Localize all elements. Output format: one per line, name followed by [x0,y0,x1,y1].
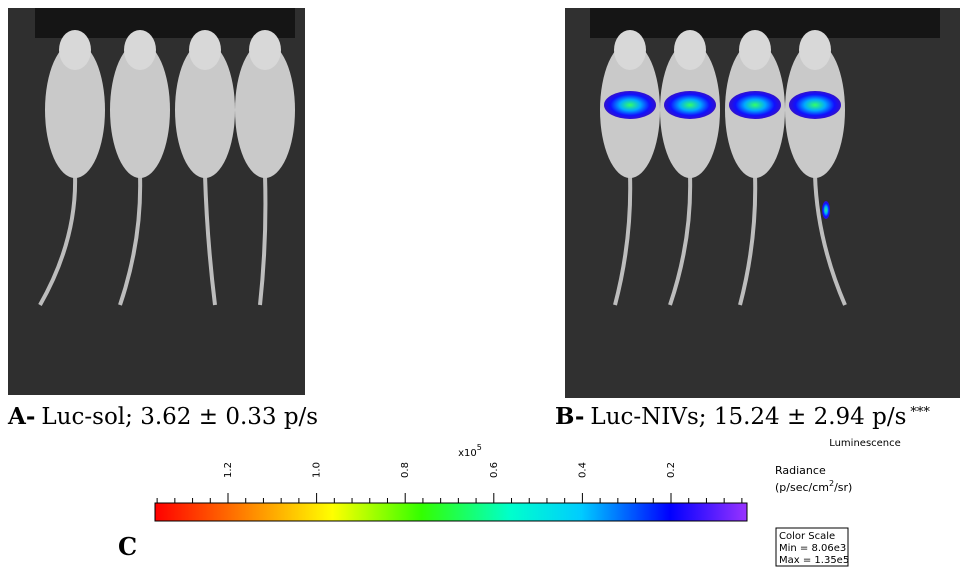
color-bar-ticks: 1.2 1.0 0.8 0.6 0.4 0.2 [157,462,742,503]
unit-label: Radiance [775,464,826,477]
mouse-head [124,30,156,70]
color-bar [155,503,747,521]
mouse-head [739,30,771,70]
unit-end: /sr) [834,481,852,494]
mouse-head [189,30,221,70]
panel-letter: B- [555,403,584,430]
holder-b [590,8,940,38]
mouse-head [614,30,646,70]
signal [729,91,781,119]
multiplier: x105 [458,443,482,459]
caption: Luc-sol; 3.62 ± 0.33 p/s [41,404,318,430]
mouse-head [249,30,281,70]
panel-a-caption: A-Luc-sol; 3.62 ± 0.33 p/s [7,403,318,430]
unit: (p/sec/cm2/sr) [775,479,852,494]
box-min: Min = 8.06e3 [779,543,846,554]
signal [789,91,841,119]
tick-label: 1.0 [312,462,323,478]
mouse-head [674,30,706,70]
tick-label: 0.4 [577,462,588,478]
signal [604,91,656,119]
significance: *** [910,405,930,420]
scale-title: Luminescence [829,438,901,449]
tick-label: 0.6 [489,462,500,478]
panel-b-caption: B-Luc-NIVs; 15.24 ± 2.94 p/s *** [555,403,930,430]
caption: Luc-NIVs; 15.24 ± 2.94 p/s [590,404,906,430]
mouse-head [59,30,91,70]
tick-label: 0.8 [400,462,411,478]
page: A-Luc-sol; 3.62 ± 0.33 p/s B-Luc-NIVs; 1… [0,0,975,567]
panel-letter: A- [7,403,35,430]
multiplier-base: x10 [458,448,477,459]
tick-label: 1.2 [223,462,234,478]
mouse-head [799,30,831,70]
box-max: Max = 1.35e5 [779,555,849,566]
signal [822,201,830,219]
multiplier-exponent: 5 [477,443,482,452]
panel-c-label: C [118,532,137,561]
box-title: Color Scale [779,531,835,542]
figure: A-Luc-sol; 3.62 ± 0.33 p/s B-Luc-NIVs; 1… [0,0,975,567]
signal [664,91,716,119]
unit-start: (p/sec/cm [775,481,829,494]
tick-label: 0.2 [666,462,677,478]
